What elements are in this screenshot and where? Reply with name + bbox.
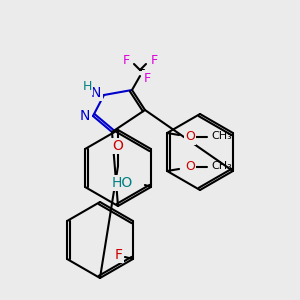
- Text: F: F: [122, 53, 130, 67]
- Text: N: N: [80, 109, 90, 123]
- Text: F: F: [143, 71, 151, 85]
- Text: N: N: [91, 86, 101, 100]
- Text: CH₃: CH₃: [211, 131, 232, 141]
- Text: O: O: [185, 130, 195, 143]
- Text: N: N: [80, 109, 90, 123]
- Text: CH₃: CH₃: [211, 161, 232, 171]
- Text: O: O: [185, 160, 195, 173]
- Text: H: H: [82, 80, 92, 94]
- Text: O: O: [112, 139, 123, 153]
- Text: HO: HO: [112, 176, 133, 190]
- Text: O: O: [185, 130, 195, 143]
- Text: F: F: [115, 248, 123, 262]
- Text: O: O: [185, 160, 195, 173]
- Text: F: F: [115, 248, 123, 262]
- Text: F: F: [150, 53, 158, 67]
- Text: F: F: [143, 71, 151, 85]
- Text: O: O: [112, 139, 123, 153]
- Text: F: F: [150, 53, 158, 67]
- Text: N: N: [91, 86, 101, 100]
- Text: H: H: [82, 80, 92, 94]
- Text: F: F: [122, 53, 130, 67]
- Text: HO: HO: [112, 176, 133, 190]
